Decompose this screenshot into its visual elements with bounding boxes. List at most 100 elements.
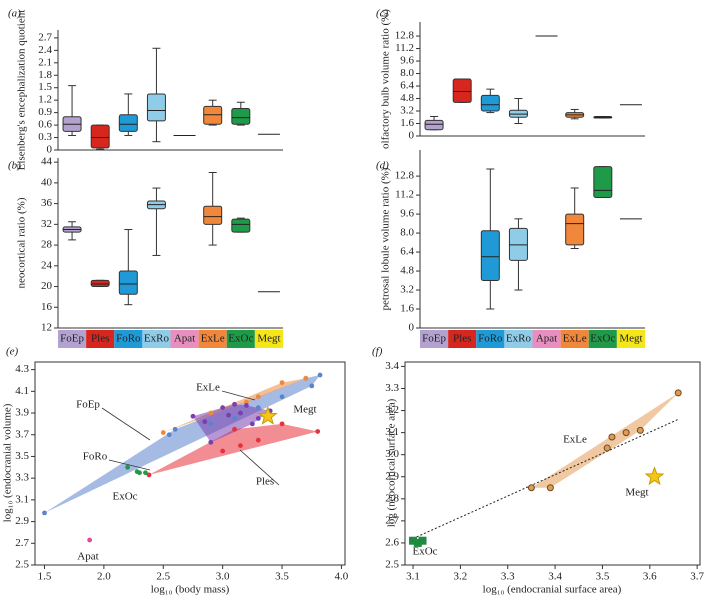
panel-label: (e) — [6, 346, 19, 358]
y-axis-label: neocortical ratio (%) — [16, 197, 28, 288]
box — [90, 124, 110, 149]
point — [546, 484, 554, 492]
category-swatch — [448, 330, 477, 348]
y-tick-label: 20 — [41, 280, 53, 292]
point — [208, 421, 214, 427]
x-tick-label: Ples — [91, 333, 109, 345]
y-tick-label: 2.8 — [385, 492, 399, 504]
y-tick-label: 2.1 — [38, 56, 52, 68]
point — [226, 412, 232, 418]
x-tick-label: Apat — [536, 333, 557, 345]
point — [232, 401, 237, 407]
y-tick-label: 6.4 — [400, 246, 414, 258]
x-tick-label: ExOc — [590, 333, 615, 345]
box — [203, 205, 223, 225]
category-swatch — [86, 330, 115, 348]
point — [190, 413, 196, 419]
y-tick-label: 3.2 — [400, 284, 414, 296]
category-swatch — [420, 330, 449, 348]
y-axis-label: log₁₀ (endocranial volume) — [2, 403, 14, 522]
category-swatch — [114, 330, 143, 348]
x-tick-label: ExRo — [506, 333, 532, 345]
point — [146, 472, 152, 478]
point — [143, 470, 148, 476]
point — [160, 430, 166, 435]
x-tick-label: FoEp — [60, 333, 84, 345]
x-tick-label: 2.0 — [97, 571, 111, 583]
y-axis-label: olfactory bulb volume ratio (%) — [380, 9, 392, 149]
point — [279, 394, 285, 400]
x-tick-label: 3.1 — [406, 571, 420, 583]
point — [208, 410, 214, 416]
point — [674, 389, 682, 397]
y-tick-label: 11.2 — [395, 42, 414, 54]
series-label: ExLe — [563, 434, 587, 446]
point — [279, 380, 285, 386]
point — [255, 416, 261, 421]
y-tick-label: 0.3 — [38, 131, 52, 143]
y-tick-label: 0 — [409, 130, 415, 142]
y-tick-label: 6.4 — [400, 80, 414, 92]
series-label: Megt — [293, 404, 316, 416]
point — [87, 537, 93, 543]
category-swatch — [58, 330, 87, 348]
y-tick-label: 2.7 — [385, 514, 399, 526]
point — [636, 426, 644, 434]
point — [255, 405, 261, 410]
plot-frame — [404, 361, 701, 566]
point — [622, 429, 630, 437]
point — [134, 469, 140, 475]
point — [418, 536, 427, 545]
point — [172, 426, 178, 432]
leader-line — [221, 390, 256, 401]
x-tick-label: 3.5 — [596, 571, 610, 583]
y-tick-label: 11.2 — [395, 189, 414, 201]
point — [603, 444, 611, 452]
point — [255, 394, 261, 400]
box — [480, 94, 500, 112]
y-tick-label: 4.8 — [400, 92, 414, 104]
y-tick-label: 2.9 — [385, 470, 399, 482]
point — [232, 426, 237, 432]
y-tick-label: 4.3 — [15, 363, 29, 375]
y-tick-label: 3.1 — [385, 426, 399, 438]
y-tick-label: 3.5 — [15, 450, 29, 462]
point — [208, 439, 214, 445]
series-label: Apat — [77, 551, 98, 563]
point — [409, 536, 418, 545]
y-tick-label: 1.6 — [400, 303, 414, 315]
category-swatch — [560, 330, 589, 348]
category-swatch — [588, 330, 617, 348]
y-tick-label: 4.8 — [400, 265, 414, 277]
panel-label: (d) — [376, 160, 389, 172]
box — [593, 166, 613, 198]
group-hull — [531, 392, 679, 488]
x-tick-label: ExLe — [563, 333, 587, 345]
x-tick-label: 1.5 — [38, 571, 52, 583]
point — [232, 416, 237, 421]
category-swatch — [142, 330, 171, 348]
y-tick-label: 3.7 — [15, 428, 29, 440]
x-tick-label: 3.3 — [501, 571, 515, 583]
y-tick-label: 1.5 — [38, 81, 52, 93]
x-tick-label: ExOc — [228, 333, 253, 345]
y-tick-label: 2.5 — [15, 559, 29, 571]
point — [315, 429, 321, 434]
series-label: ExOc — [112, 491, 137, 503]
y-tick-label: 4.1 — [15, 385, 29, 397]
point — [249, 421, 255, 427]
point — [309, 383, 315, 389]
x-tick-label: 3.0 — [216, 571, 230, 583]
y-tick-label: 3.3 — [385, 382, 399, 394]
point — [608, 433, 616, 441]
point — [220, 448, 226, 454]
x-axis-label: log₁₀ (endocranial surface area) — [483, 584, 622, 596]
category-swatch — [170, 330, 199, 348]
category-swatch — [504, 330, 533, 348]
box — [424, 119, 444, 131]
y-tick-label: 40 — [41, 176, 53, 188]
x-tick-label: FoRo — [478, 333, 503, 345]
y-tick-label: 3.4 — [385, 360, 399, 372]
panel-label: (b) — [8, 160, 21, 172]
x-tick-label: 3.5 — [275, 571, 289, 583]
